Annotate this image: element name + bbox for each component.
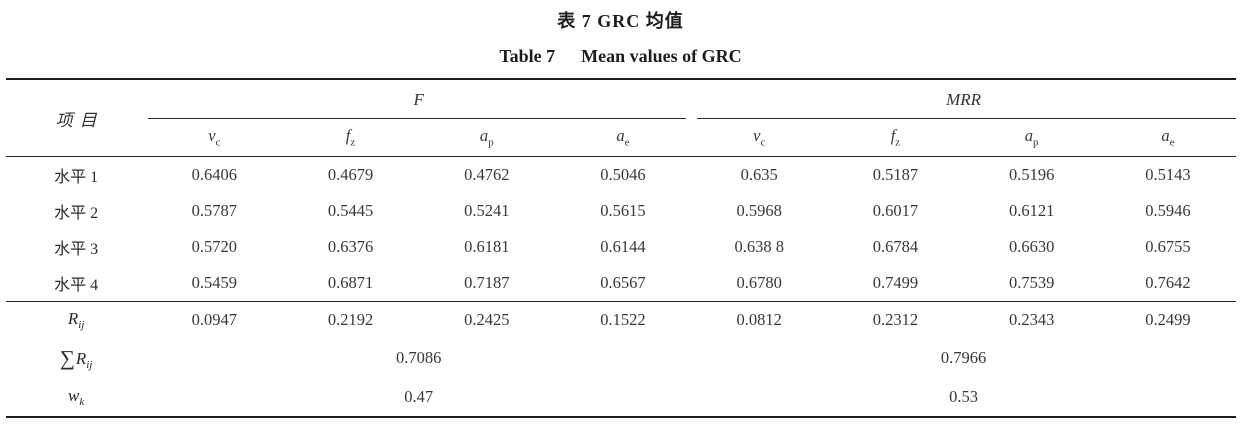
- col-header-F-fz: fz: [345, 126, 356, 149]
- value-cell: 0.7539: [1008, 273, 1055, 292]
- value-cell: 0.638 8: [734, 237, 784, 256]
- value-cell: 0.5187: [872, 165, 919, 184]
- col-header-F-ae: ae: [616, 126, 630, 149]
- table-title-zh: 表 7 GRC 均值: [557, 11, 684, 31]
- summation-symbol: ∑: [59, 345, 75, 370]
- value-cell: 0.7187: [464, 273, 510, 292]
- value-cell: 0.6376: [327, 237, 374, 256]
- group-header-row: 项目 F MRR: [6, 79, 1236, 130]
- group-sum-value: 0.7086: [395, 348, 442, 367]
- value-cell: 0.2343: [963, 301, 1100, 338]
- col-header-MRR-ae: ae: [1161, 126, 1175, 149]
- value-cell: 0.6630: [1008, 237, 1055, 256]
- value-cell: 0.5459: [191, 273, 238, 292]
- value-cell: 0.5241: [464, 201, 510, 220]
- value-cell: 0.5046: [600, 165, 646, 184]
- value-cell: 0.6871: [327, 273, 374, 292]
- level-row-4: 水平 4 0.5459 0.6871 0.7187 0.6567 0.6780 0.7499…: [6, 265, 1236, 302]
- wk-row: wk 0.47 0.53: [6, 378, 1236, 417]
- grc-mean-values-table: 项目 F MRR vc fz ap ae vc fz ap ae 水平 1 0.6406 0.46…: [6, 78, 1236, 418]
- value-cell: 0.5787: [191, 201, 238, 220]
- table-body: 水平 1 0.6406 0.4679 0.4762 0.5046 0.635 0.5187 0…: [6, 157, 1236, 418]
- level-row-2: 水平 2 0.5787 0.5445 0.5241 0.5615 0.5968 0.6017…: [6, 193, 1236, 229]
- value-cell: 0.7642: [1145, 273, 1191, 292]
- table-header: 项目 F MRR vc fz ap ae vc fz ap ae: [6, 79, 1236, 157]
- group-header-F: F: [146, 79, 691, 119]
- value-cell: 0.2499: [1099, 301, 1236, 338]
- value-cell: 0.5143: [1145, 165, 1191, 184]
- subcolumn-header-row: vc fz ap ae vc fz ap ae: [6, 119, 1236, 157]
- value-cell: 0.6121: [1008, 201, 1055, 220]
- value-cell: 0.5720: [191, 237, 238, 256]
- value-cell: 0.7499: [872, 273, 919, 292]
- value-cell: 0.6406: [191, 165, 238, 184]
- group-weight-value: 0.47: [404, 387, 434, 406]
- col-header-F-vc: vc: [208, 126, 221, 149]
- value-cell: 0.2192: [282, 301, 419, 338]
- row-label-wk: wk: [67, 385, 85, 409]
- row-label-sum-rij: ∑Rij: [59, 345, 93, 372]
- row-label: 水平 3: [54, 241, 99, 258]
- item-column-header: 项目: [55, 110, 104, 130]
- row-label: 水平 1: [54, 169, 99, 186]
- value-cell: 0.6780: [736, 273, 782, 292]
- value-cell: 0.0812: [691, 301, 828, 338]
- value-cell: 0.6784: [872, 237, 919, 256]
- group-sum-value: 0.7966: [940, 348, 987, 367]
- value-cell: 0.635: [740, 165, 778, 184]
- table-title-en: Table 7 Mean values of GRC: [0, 46, 1241, 67]
- col-header-MRR-ap: ap: [1024, 126, 1039, 149]
- value-cell: 0.5968: [736, 201, 782, 220]
- rij-row: Rij 0.0947 0.2192 0.2425 0.1522 0.0812 0.2312 0…: [6, 301, 1236, 338]
- table-caption-en: Mean values of GRC: [581, 46, 742, 66]
- value-cell: 0.5445: [327, 201, 374, 220]
- level-row-3: 水平 3 0.5720 0.6376 0.6181 0.6144 0.638 8 0.678…: [6, 229, 1236, 265]
- value-cell: 0.0947: [146, 301, 283, 338]
- col-header-F-ap: ap: [479, 126, 494, 149]
- value-cell: 0.2425: [418, 301, 555, 338]
- table-number-en: Table 7: [499, 46, 556, 66]
- row-label-rij: Rij: [6, 301, 147, 338]
- value-cell: 0.6755: [1145, 237, 1191, 256]
- value-cell: 0.5615: [600, 201, 646, 220]
- value-cell: 0.5196: [1008, 165, 1055, 184]
- level-row-1: 水平 1 0.6406 0.4679 0.4762 0.5046 0.635 0.5187 0…: [6, 157, 1236, 194]
- group-header-MRR: MRR: [691, 79, 1236, 119]
- value-cell: 0.2312: [827, 301, 964, 338]
- row-label: 水平 2: [54, 205, 99, 222]
- group-weight-value: 0.53: [949, 387, 978, 406]
- value-cell: 0.6181: [464, 237, 510, 256]
- value-cell: 0.6567: [600, 273, 646, 292]
- sum-rij-row: ∑Rij 0.7086 0.7966: [6, 338, 1236, 378]
- value-cell: 0.1522: [554, 301, 692, 338]
- value-cell: 0.6144: [600, 237, 646, 256]
- value-cell: 0.5946: [1145, 201, 1191, 220]
- value-cell: 0.4679: [327, 165, 374, 184]
- col-header-MRR-fz: fz: [890, 126, 901, 149]
- col-header-MRR-vc: vc: [753, 126, 766, 149]
- value-cell: 0.4762: [464, 165, 510, 184]
- value-cell: 0.6017: [872, 201, 919, 220]
- row-label: 水平 4: [54, 277, 99, 294]
